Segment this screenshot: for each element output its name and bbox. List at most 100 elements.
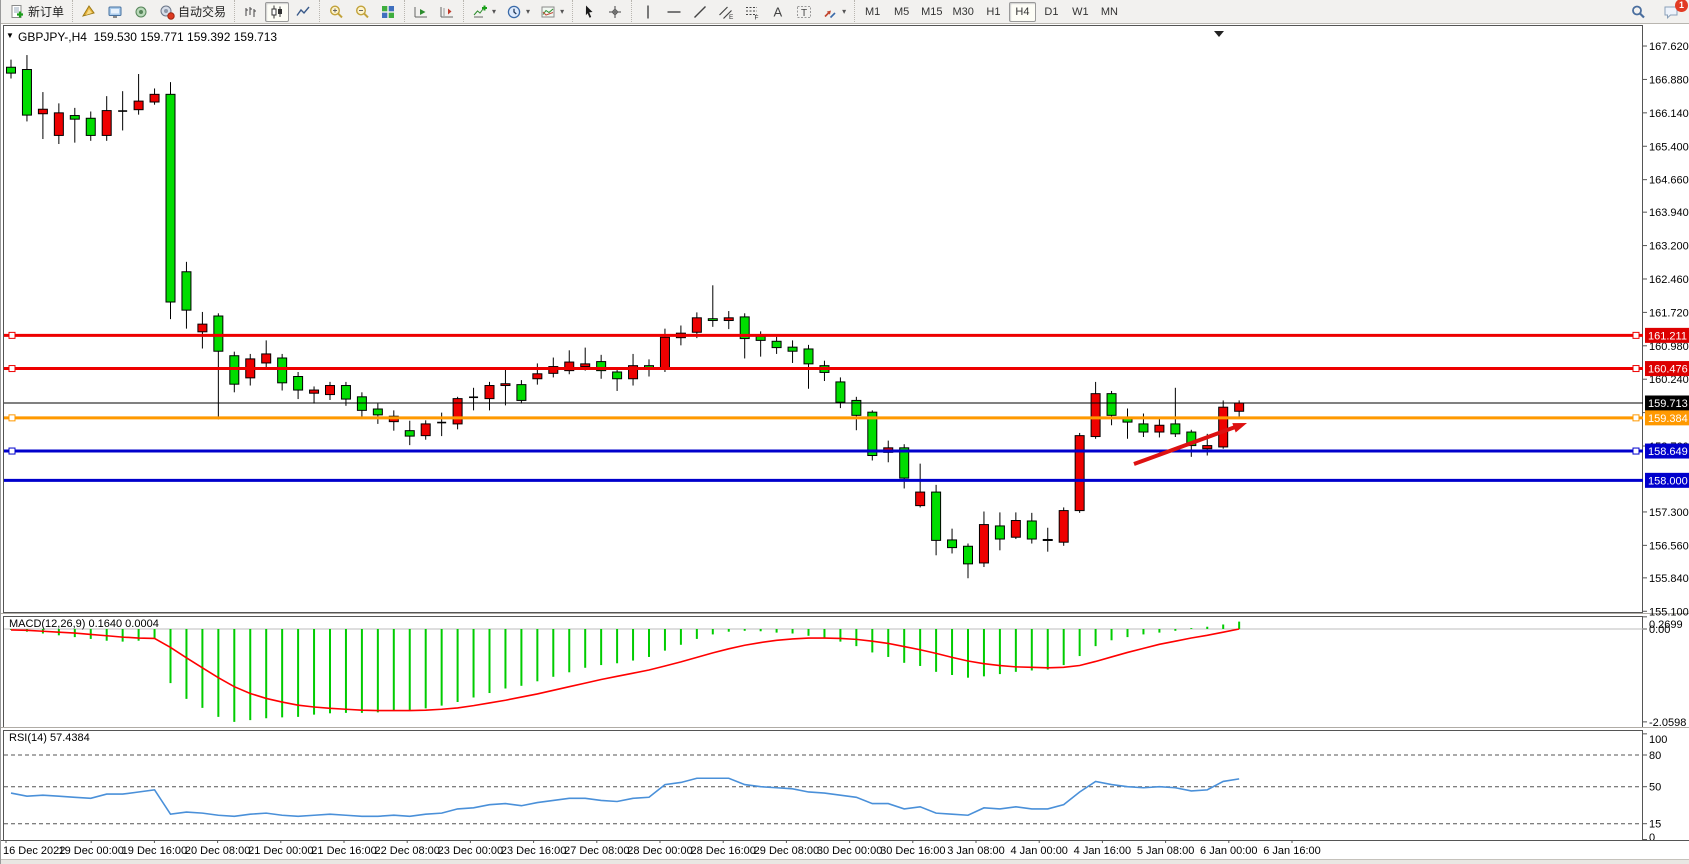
text-label-button[interactable]: T	[792, 2, 816, 22]
svg-text:16 Dec 2022: 16 Dec 2022	[3, 845, 65, 857]
timeframe-mn-button[interactable]: MN	[1100, 5, 1118, 18]
line-handle[interactable]	[1632, 414, 1640, 422]
timeframe-m30-button[interactable]: M30	[952, 5, 974, 18]
signal-button[interactable]	[129, 2, 153, 22]
svg-text:163.200: 163.200	[1649, 241, 1689, 253]
timeframe-d1-button[interactable]: D1	[1044, 5, 1059, 18]
svg-text:19 Dec 00:00: 19 Dec 00:00	[58, 845, 123, 857]
svg-text:22 Dec 08:00: 22 Dec 08:00	[374, 845, 439, 857]
timeframe-h4-button[interactable]: H4	[1008, 1, 1036, 22]
zoom-out-icon	[354, 4, 370, 20]
indicators-button[interactable]: ▾	[468, 2, 500, 22]
svg-text:0.2699: 0.2699	[1649, 619, 1683, 631]
market-watch-icon	[81, 4, 97, 20]
zoom-in-button[interactable]	[324, 2, 348, 22]
vertical-line-button[interactable]	[636, 2, 660, 22]
arrows-button[interactable]: ▾	[818, 2, 850, 22]
chevron-down-icon: ▾	[842, 7, 847, 16]
svg-text:F: F	[755, 14, 759, 20]
line-handle[interactable]	[1632, 447, 1640, 455]
line-chart-icon	[295, 4, 311, 20]
trendline-button[interactable]	[688, 2, 712, 22]
templates-button[interactable]: ▾	[536, 2, 568, 22]
periods-button[interactable]: ▾	[502, 2, 534, 22]
toolbar-group: ▾ ▾ ▾	[463, 0, 572, 24]
auto-scroll-button[interactable]	[409, 2, 433, 22]
rsi-line	[10, 777, 1240, 818]
periods-icon	[506, 4, 522, 20]
horizontal-line-object[interactable]	[4, 414, 1643, 422]
line-handle[interactable]	[8, 365, 16, 373]
timeframe-m5-button[interactable]: M5	[893, 5, 910, 18]
svg-text:20 Dec 08:00: 20 Dec 08:00	[185, 845, 250, 857]
svg-text:27 Dec 08:00: 27 Dec 08:00	[564, 845, 629, 857]
fibonacci-button[interactable]: F	[740, 2, 764, 22]
line-handle[interactable]	[8, 447, 16, 455]
svg-text:23 Dec 16:00: 23 Dec 16:00	[501, 845, 566, 857]
chart-menu-caret-icon[interactable]: ▼	[6, 31, 14, 40]
svg-text:21 Dec 16:00: 21 Dec 16:00	[311, 845, 376, 857]
svg-text:157.300: 157.300	[1649, 507, 1689, 519]
zoom-out-button[interactable]	[350, 2, 374, 22]
svg-text:158.649: 158.649	[1648, 446, 1688, 458]
toolbar: 新订单 自动交易 ▾ ▾ ▾ E F A T ▾ M1 M5 M15 M30 H1 H4 D1 W1 MN 1	[1, 0, 1689, 24]
timeframe-m15-button[interactable]: M15	[921, 5, 943, 18]
timeframe-group: M1 M5 M15 M30 H1 H4 D1 W1 MN	[854, 0, 1127, 24]
candlestick-chart-button[interactable]	[265, 1, 290, 22]
tile-windows-button[interactable]	[376, 2, 400, 22]
market-watch-button[interactable]	[77, 2, 101, 22]
new-order-icon	[9, 4, 25, 20]
timeframe-m1-button[interactable]: M1	[864, 5, 881, 18]
svg-text:0: 0	[1649, 832, 1655, 844]
rsi-axis[interactable]: 100 80 50 150	[1643, 733, 1667, 844]
chart-shift-button[interactable]	[435, 2, 459, 22]
fibonacci-icon: F	[744, 4, 760, 20]
crosshair-button[interactable]	[603, 2, 627, 22]
line-handle[interactable]	[1632, 365, 1640, 373]
macd-series	[10, 621, 1241, 722]
bar-chart-button[interactable]	[239, 2, 263, 22]
notifications-button[interactable]: 1	[1659, 0, 1688, 22]
svg-text:30 Dec 00:00: 30 Dec 00:00	[817, 845, 882, 857]
svg-text:159.713: 159.713	[1648, 398, 1688, 410]
new-order-button[interactable]: 新订单	[5, 2, 68, 22]
horizontal-line-object[interactable]	[4, 447, 1643, 455]
arrow-object[interactable]	[1133, 423, 1247, 466]
window-bottom-edge	[1, 859, 1689, 864]
bar-chart-icon	[243, 4, 259, 20]
horizontal-line-object[interactable]	[4, 331, 1643, 339]
horizontal-line-object[interactable]	[4, 365, 1643, 373]
svg-text:5 Jan 08:00: 5 Jan 08:00	[1137, 845, 1195, 857]
zoom-in-icon	[328, 4, 344, 20]
toolbar-group: E F A T ▾	[631, 0, 854, 24]
signal-icon	[133, 4, 149, 20]
candlestick-chart-icon	[269, 4, 285, 20]
svg-text:167.620: 167.620	[1649, 41, 1689, 53]
svg-text:21 Dec 00:00: 21 Dec 00:00	[248, 845, 313, 857]
timeframe-h1-button[interactable]: H1	[986, 5, 1001, 18]
chart-shift-marker[interactable]	[1214, 31, 1224, 37]
svg-text:30 Dec 16:00: 30 Dec 16:00	[880, 845, 945, 857]
search-button[interactable]	[1626, 2, 1650, 22]
line-handle[interactable]	[8, 414, 16, 422]
svg-text:15: 15	[1649, 819, 1661, 831]
svg-text:100: 100	[1649, 734, 1667, 746]
autotrading-button[interactable]: 自动交易	[155, 2, 230, 22]
toolbar-group	[234, 0, 319, 24]
toolbar-group: 自动交易	[72, 0, 234, 24]
line-handle[interactable]	[1632, 331, 1640, 339]
svg-text:28 Dec 00:00: 28 Dec 00:00	[627, 845, 692, 857]
cursor-button[interactable]	[577, 2, 601, 22]
equidistant-channel-button[interactable]: E	[714, 2, 738, 22]
line-handle[interactable]	[8, 331, 16, 339]
horizontal-line-button[interactable]	[662, 2, 686, 22]
timeframe-w1-button[interactable]: W1	[1072, 5, 1089, 18]
line-chart-button[interactable]	[291, 2, 315, 22]
data-window-icon	[107, 4, 123, 20]
data-window-button[interactable]	[103, 2, 127, 22]
text-button[interactable]: A	[766, 2, 790, 22]
svg-text:165.400: 165.400	[1649, 141, 1689, 153]
macd-signal-line	[10, 628, 1240, 712]
